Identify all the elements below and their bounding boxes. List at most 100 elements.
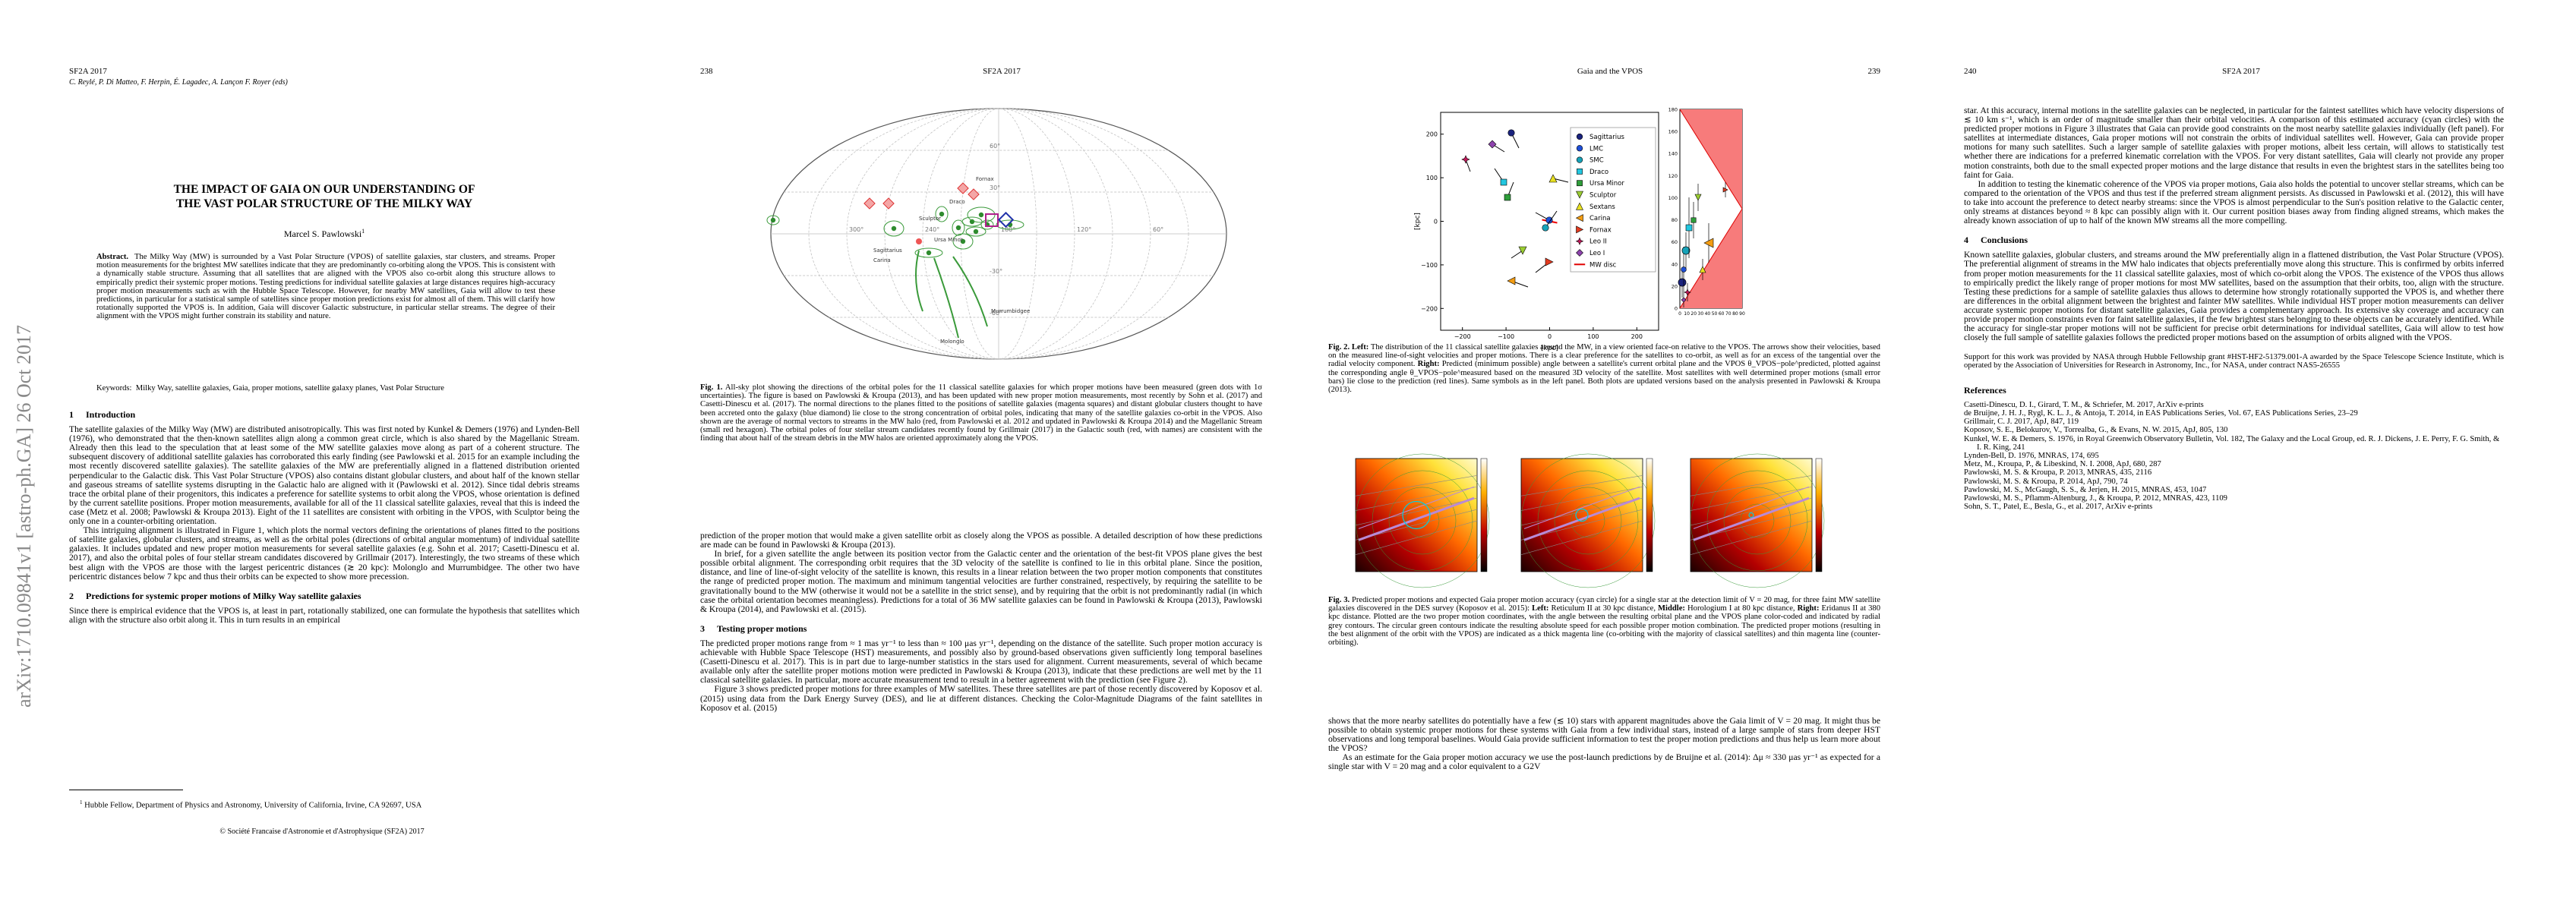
section-heading: 1 Introduction — [69, 410, 579, 419]
latitude-label: 30° — [990, 184, 1000, 191]
latitude-label: -60° — [990, 310, 1002, 317]
y-tick-label: 0 — [1434, 219, 1438, 225]
section-heading: 4 Conclusions — [1964, 235, 2504, 244]
caption-text: Eridanus II at 380 kpc distance. Plotted… — [1328, 604, 1881, 648]
angle-contour — [1355, 497, 1478, 526]
legend-label: SMC — [1589, 157, 1604, 165]
x-tick-label: 0 — [1548, 333, 1552, 340]
color-bar — [1815, 458, 1823, 572]
heat-map — [1520, 458, 1643, 572]
prediction-line — [1679, 208, 1743, 309]
object-label: Sculptor — [919, 216, 941, 222]
y-tick-label: −100 — [1421, 262, 1438, 269]
paragraph: shows that the more nearby satellites do… — [1328, 716, 1880, 754]
y-tick-label: 40 — [1672, 261, 1678, 267]
section-number: 3 — [700, 623, 705, 634]
reference: Lynden-Bell, D. 1976, MNRAS, 174, 695 — [1964, 451, 2099, 460]
angle-contour — [1690, 486, 1813, 511]
paper-title: THE IMPACT OF GAIA ON OUR UNDERSTANDING … — [69, 182, 579, 211]
x-tick-label: 40 — [1705, 311, 1711, 317]
y-tick-label: 120 — [1668, 173, 1678, 179]
satellite-marker — [1722, 187, 1728, 193]
x-tick-label: 70 — [1725, 311, 1732, 317]
acknowledgement: Support for this work was provided by NA… — [1964, 353, 2504, 370]
error-ellipse — [965, 226, 987, 237]
speed-contour — [1571, 503, 1605, 538]
object-label: Murrumbidgee — [991, 308, 1030, 314]
satellite-marker — [1684, 288, 1691, 296]
x-tick-label: −200 — [1454, 333, 1471, 340]
velocity-arrow — [1511, 250, 1523, 259]
caption-label: Left: — [1532, 604, 1549, 613]
orbital-pole — [955, 225, 961, 231]
legend-marker — [1576, 225, 1584, 234]
satellite-marker — [1685, 224, 1693, 232]
keywords-text: Milky Way, satellite galaxies, Gaia, pro… — [135, 384, 444, 392]
orbital-pole — [926, 250, 932, 256]
satellite-marker — [1678, 278, 1687, 287]
speed-contour — [1520, 453, 1656, 588]
reference: Pawlowski, M. S. & Kroupa, P. 2014, ApJ,… — [1964, 477, 2128, 486]
prediction-counter-orbit — [1358, 486, 1475, 529]
keywords-label: Keywords: — [96, 384, 132, 392]
legend-marker — [1575, 237, 1584, 245]
speed-contour — [1740, 503, 1775, 538]
y-tick-label: 180 — [1668, 107, 1678, 113]
x-axis-label: [kpc] — [1541, 345, 1558, 352]
page-number: 239 — [1867, 67, 1881, 76]
footnote-text: Hubble Fellow, Department of Physics and… — [84, 801, 422, 810]
orbital-pole — [960, 238, 966, 244]
caption-label: Fig. 2. — [1328, 343, 1350, 351]
stream-normal — [957, 182, 969, 194]
longitude-label: 300° — [849, 226, 863, 233]
author-name: Marcel S. Pawlowski — [283, 229, 362, 239]
y-tick-label: −200 — [1421, 305, 1438, 312]
paragraph: star. At this accuracy, internal motions… — [1964, 106, 2504, 180]
x-tick-label: 90 — [1739, 311, 1745, 317]
caption-text: The distribution of the 11 classical sat… — [1328, 343, 1880, 369]
angle-contour — [1690, 475, 1813, 496]
satellite-marker — [1504, 194, 1511, 201]
stream-track — [952, 256, 988, 327]
gaia-accuracy — [1402, 500, 1431, 530]
legend-marker — [1576, 202, 1583, 210]
speed-contour — [1723, 487, 1792, 555]
keywords: Keywords: Milky Way, satellite galaxies,… — [96, 384, 555, 392]
prediction-line — [1679, 109, 1743, 210]
longitude-label: 180° — [1001, 226, 1015, 233]
running-header: SF2A 2017 — [983, 67, 1021, 76]
speed-contour — [1706, 470, 1808, 572]
running-header: Gaia and the VPOS — [1577, 67, 1643, 76]
x-tick-label: 60 — [1719, 311, 1725, 317]
orbital-pole — [969, 219, 975, 225]
satellite-marker — [1703, 238, 1714, 248]
satellite-plane-normal — [985, 213, 999, 227]
angle-contour — [1355, 520, 1478, 555]
caption-label: Fig. 1. — [700, 383, 723, 392]
x-tick-label: 30 — [1698, 311, 1704, 317]
reference: Pawlowski, M. S., McGaugh, S. S., & Jerj… — [1964, 485, 2207, 494]
x-tick-label: 10 — [1684, 311, 1690, 317]
paragraph: In addition to testing the kinematic coh… — [1964, 178, 2504, 226]
legend-marker — [1576, 156, 1583, 163]
legend-label: Sculptor — [1589, 192, 1617, 200]
abstract-text: The Milky Way (MW) is surrounded by a Va… — [96, 253, 556, 321]
legend-marker — [1576, 133, 1583, 140]
object-label: Draco — [949, 199, 965, 205]
legend-box — [1570, 127, 1656, 273]
legend-marker — [1577, 169, 1583, 175]
satellite-marker — [1500, 178, 1507, 186]
object-label: Carina — [873, 257, 891, 263]
figure-caption: Fig. 3. Predicted proper motions and exp… — [1328, 596, 1880, 647]
speed-contour — [1372, 470, 1473, 572]
error-ellipse — [980, 219, 994, 230]
longitude-label: 60° — [1153, 226, 1163, 233]
reference-list: Casetti-Dinescu, D. I., Girard, T. M., &… — [1964, 401, 2504, 512]
caption-label: Right: — [1417, 360, 1440, 369]
prediction-counter-orbit — [1693, 486, 1810, 529]
error-ellipse — [996, 219, 1024, 230]
y-tick-label: 140 — [1668, 151, 1678, 157]
author-mark: 1 — [361, 228, 365, 235]
y-axis-label: [kpc] — [1414, 213, 1422, 230]
section-heading: References — [1964, 384, 2006, 396]
